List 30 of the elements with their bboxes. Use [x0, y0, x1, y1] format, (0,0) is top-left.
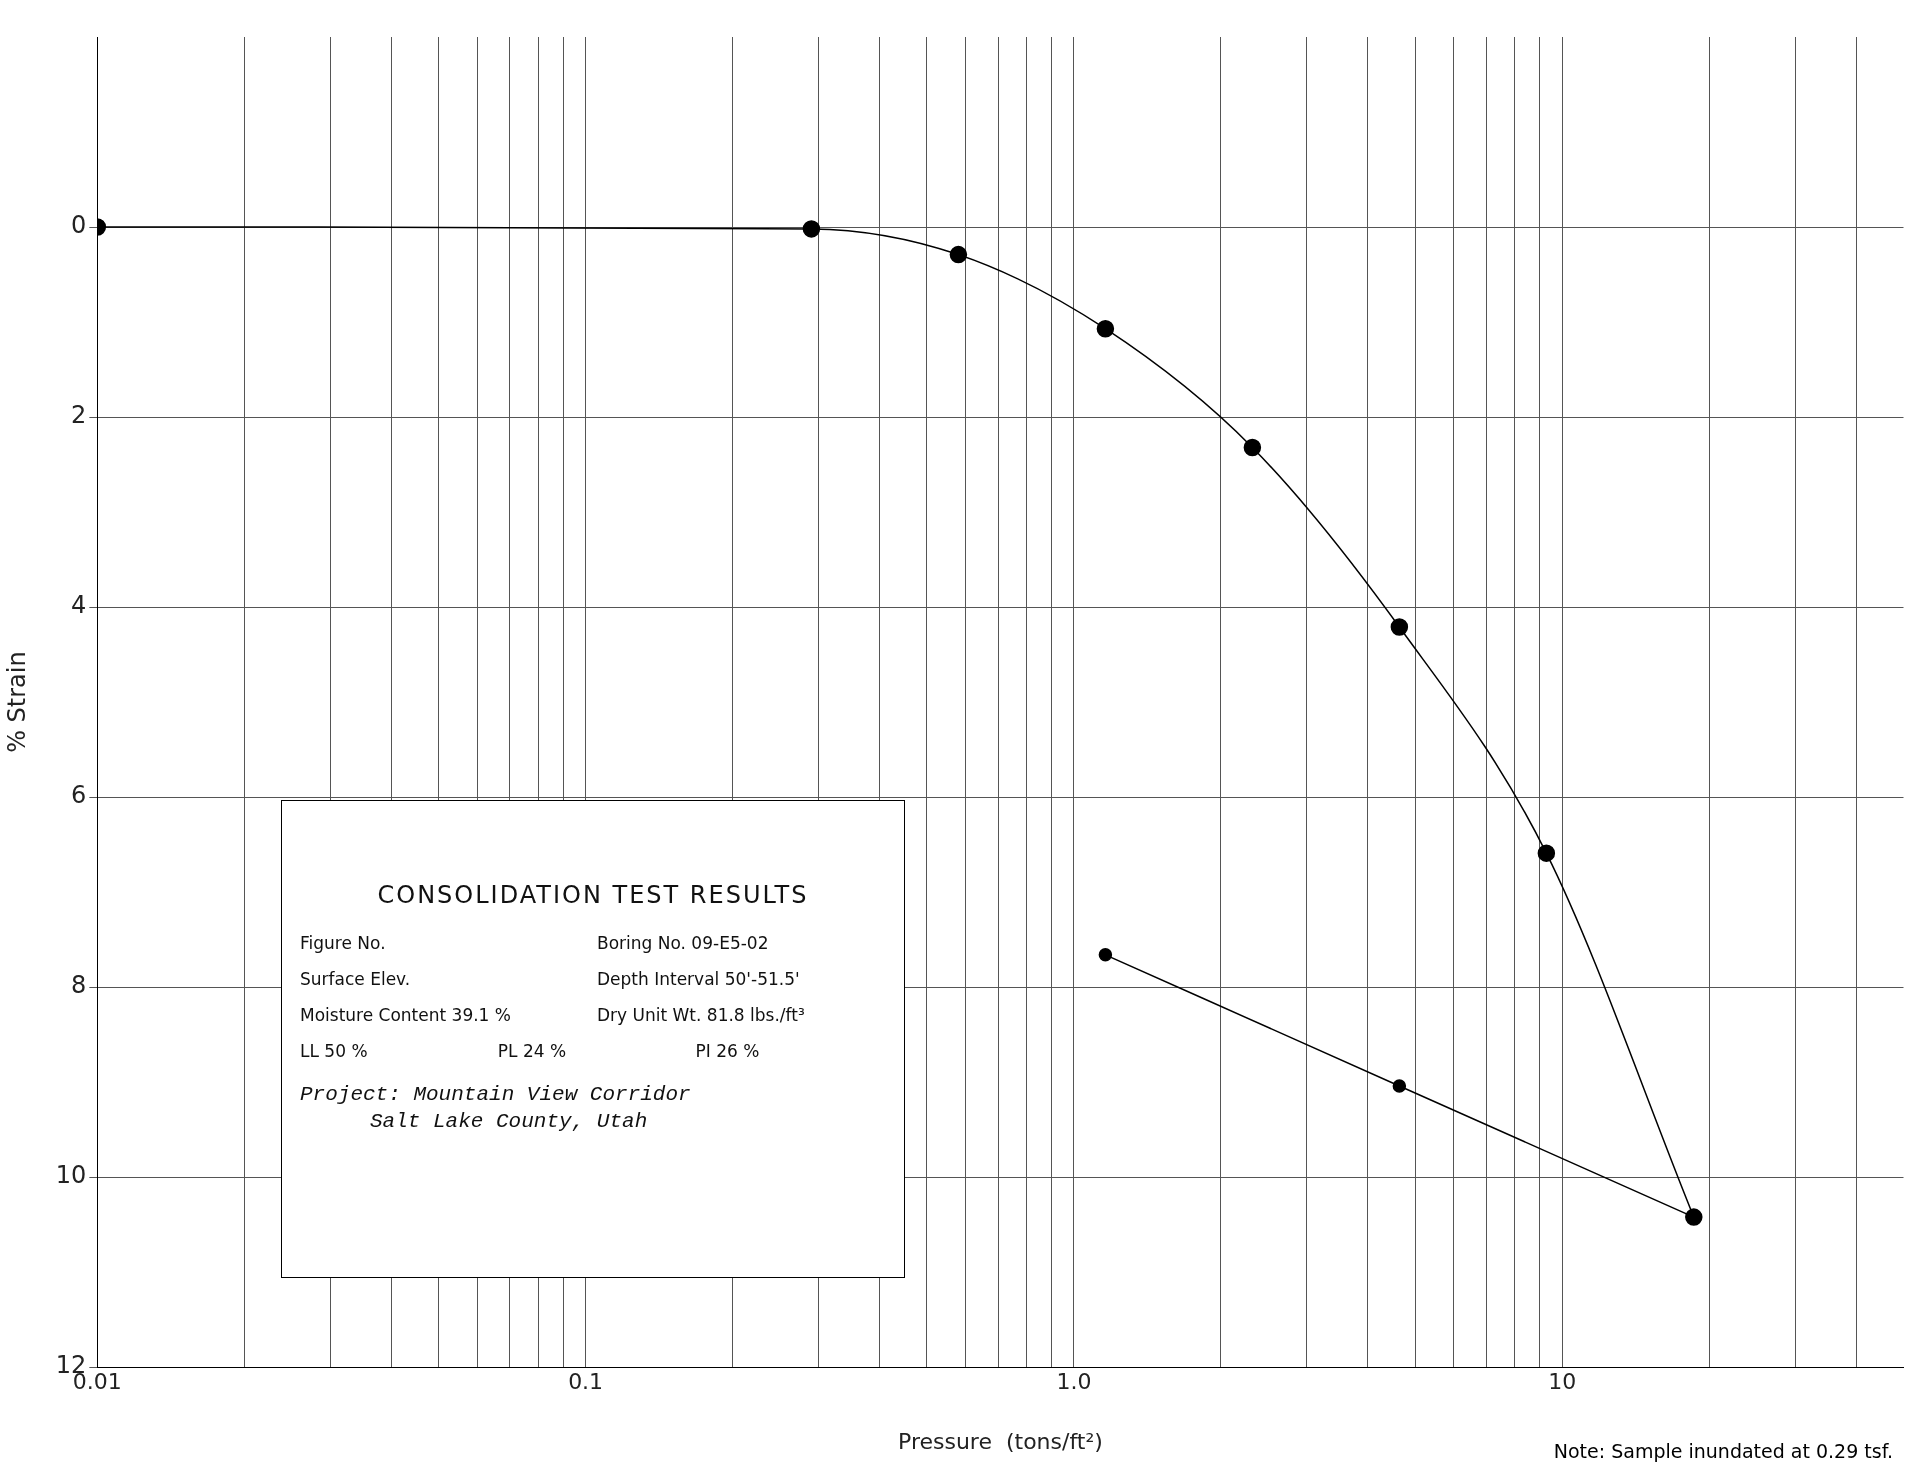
y-axis-title: % Strain [2, 651, 31, 753]
y-tick-label: 4 [71, 591, 87, 620]
point [802, 220, 821, 238]
y-tick-label: 8 [71, 971, 87, 1000]
annotation: Salt Lake County, Utah [369, 1109, 649, 1135]
x-tick-label: 10 [1548, 1369, 1577, 1395]
y-tick-label: 2 [71, 401, 87, 430]
annotation: CONSOLIDATION TEST RESULTS [376, 880, 810, 911]
annotation: Surface Elev. [299, 968, 412, 991]
annotation: LL 50 % [299, 1040, 369, 1063]
annotation: PI 26 % [694, 1040, 761, 1063]
annotation: PL 24 % [496, 1040, 568, 1063]
annotation: Figure No. [299, 932, 387, 955]
x-tick-label: 1.0 [1056, 1369, 1092, 1395]
annotation: Moisture Content 39.1 % [299, 1004, 512, 1027]
text: Note: Sample inundated at 0.29 tsf. [1553, 1440, 1893, 1462]
y-tick-label: 0 [71, 211, 87, 240]
annotation: Depth Interval 50'-51.5' [596, 968, 801, 991]
point [1390, 618, 1409, 636]
annotation: Dry Unit Wt. 81.8 lbs./ft³ [596, 1004, 806, 1027]
point [1096, 319, 1115, 338]
annotation: Project: Mountain View Corridor [299, 1082, 692, 1108]
x-tick-label: 0.1 [568, 1369, 604, 1395]
point [949, 245, 968, 264]
y-tick-label: 6 [71, 781, 87, 810]
annotation: Boring No. 09-E5-02 [596, 932, 770, 955]
point [1537, 844, 1556, 862]
x-axis-title: Pressure (tons/ft²) [898, 1428, 1103, 1454]
y-tick-label: 10 [55, 1161, 87, 1190]
point [1243, 438, 1262, 457]
